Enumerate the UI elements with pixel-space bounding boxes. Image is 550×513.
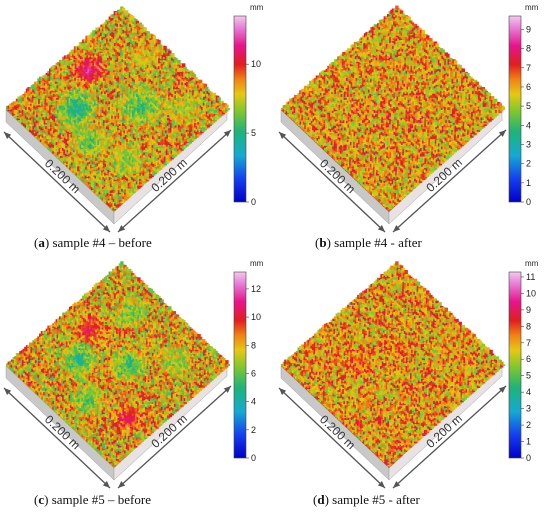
dim-left-arrowhead xyxy=(4,388,12,395)
colorbar-tick-label: 11 xyxy=(526,272,535,282)
surface-texture xyxy=(280,261,506,467)
colorbar-tick-label: 12 xyxy=(251,284,261,294)
surface-texture xyxy=(280,5,506,211)
dim-left-line xyxy=(3,131,111,233)
colorbar-unit: mm xyxy=(250,259,264,268)
dim-left-line xyxy=(3,387,111,489)
dim-left-arrowhead xyxy=(377,225,385,232)
caption-a: (a) sample #4 – before xyxy=(34,235,152,250)
colorbar-gradient xyxy=(508,15,522,203)
panel-a: 0.200 m 0.200 m mm 0 5 10 (a) sample #4 – bef… xyxy=(0,0,275,256)
colorbar-tick-label: 6 xyxy=(251,368,256,378)
colorbar-tick-label: 0 xyxy=(251,197,256,207)
dim-right-line xyxy=(392,129,507,233)
colorbar-tick-label: 0 xyxy=(526,197,531,207)
colorbar-tick-label: 7 xyxy=(526,63,531,73)
colorbar-gradient xyxy=(508,271,522,459)
surface-texture xyxy=(5,6,231,211)
dim-right-arrowhead xyxy=(223,130,231,137)
panel-b: 0.200 m 0.200 m mm 0 1 2 3 4 5 6 7 8 9 (b) sample #4… xyxy=(275,0,550,256)
colorbar-tick-label: 10 xyxy=(526,288,536,298)
dim-left-line xyxy=(278,131,386,233)
colorbar: mm 0 5 10 xyxy=(233,3,264,207)
colorbar-tick-label: 2 xyxy=(251,425,256,435)
colorbar-tick-label: 2 xyxy=(526,159,531,169)
dim-right-arrowhead xyxy=(498,386,506,393)
colorbar: mm 0 1 2 3 4 5 6 7 8 9 xyxy=(508,3,539,207)
colorbar-tick-label: 3 xyxy=(526,404,531,414)
colorbar-tick-label: 1 xyxy=(526,437,531,447)
dim-right-arrowhead xyxy=(393,225,401,232)
colorbar-tick-label: 4 xyxy=(251,397,256,407)
colorbar-tick-label: 2 xyxy=(526,420,531,430)
dim-left-arrowhead xyxy=(279,388,287,395)
colorbar-gradient xyxy=(233,271,247,459)
dim-left-arrowhead xyxy=(377,481,385,488)
dim-right-arrowhead xyxy=(223,386,231,393)
colorbar-tick-label: 0 xyxy=(526,453,531,463)
colorbar-tick-label: 9 xyxy=(526,24,531,34)
colorbar-tick-label: 9 xyxy=(526,305,531,315)
dim-right-arrowhead xyxy=(118,481,126,488)
colorbar: mm 0 2 4 6 8 10 12 xyxy=(233,259,264,463)
caption-b: (b) sample #4 - after xyxy=(315,235,422,250)
colorbar-tick-label: 10 xyxy=(251,312,261,322)
colorbar-tick-label: 8 xyxy=(251,340,256,350)
dim-right-arrowhead xyxy=(498,130,506,137)
colorbar-tick-label: 6 xyxy=(526,82,531,92)
colorbar-unit: mm xyxy=(525,259,539,268)
dim-left-arrowhead xyxy=(279,132,287,139)
colorbar-tick-label: 5 xyxy=(526,371,531,381)
colorbar-gradient xyxy=(233,15,247,203)
colorbar-tick-label: 8 xyxy=(526,44,531,54)
dim-right-line xyxy=(117,129,232,233)
panel-c: 0.200 m 0.200 m mm 0 2 4 6 8 10 12 (c) sample #5 … xyxy=(0,256,275,513)
caption-d: (d) sample #5 - after xyxy=(313,492,420,507)
colorbar-tick-label: 1 xyxy=(526,178,531,188)
colorbar-tick-label: 4 xyxy=(526,387,531,397)
colorbar-tick-label: 10 xyxy=(251,59,261,69)
colorbar-tick-label: 4 xyxy=(526,120,531,130)
colorbar-unit: mm xyxy=(525,3,539,12)
dim-right-line xyxy=(392,385,507,489)
colorbar: mm 0 1 2 3 4 5 6 7 8 9 10 11 xyxy=(508,259,539,463)
colorbar-unit: mm xyxy=(250,3,264,12)
dim-left-arrowhead xyxy=(4,132,12,139)
colorbar-tick-label: 3 xyxy=(526,139,531,149)
colorbar-tick-label: 5 xyxy=(526,101,531,111)
dim-right-arrowhead xyxy=(393,481,401,488)
dim-left-arrowhead xyxy=(102,481,110,488)
dim-right-line xyxy=(117,385,232,489)
colorbar-tick-label: 0 xyxy=(251,453,256,463)
colorbar-tick-label: 5 xyxy=(251,128,256,138)
surface-texture xyxy=(5,261,231,467)
dim-left-arrowhead xyxy=(102,225,110,232)
colorbar-tick-label: 7 xyxy=(526,338,531,348)
colorbar-tick-label: 8 xyxy=(526,321,531,331)
colorbar-tick-label: 6 xyxy=(526,354,531,364)
dim-right-arrowhead xyxy=(118,225,126,232)
dim-left-line xyxy=(278,387,386,489)
panel-d: 0.200 m 0.200 m mm 0 1 2 3 4 5 6 7 8 9 10 11 (d) sampl… xyxy=(275,256,550,513)
caption-c: (c) sample #5 – before xyxy=(34,492,151,507)
